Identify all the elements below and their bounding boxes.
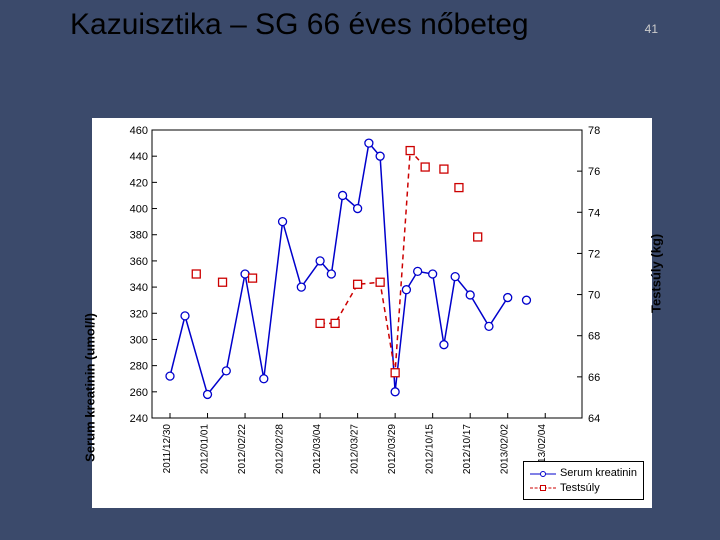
svg-text:2012/03/29: 2012/03/29 <box>387 424 398 474</box>
svg-text:76: 76 <box>588 166 600 178</box>
svg-text:340: 340 <box>130 282 148 294</box>
svg-text:66: 66 <box>588 372 600 384</box>
svg-text:380: 380 <box>130 230 148 242</box>
legend-item: Testsúly <box>530 481 637 495</box>
svg-text:68: 68 <box>588 331 600 343</box>
slide-title: Kazuisztika – SG 66 éves nőbeteg <box>70 6 529 44</box>
svg-text:360: 360 <box>130 256 148 268</box>
svg-text:320: 320 <box>130 308 148 320</box>
legend-label: Testsúly <box>560 481 600 495</box>
page-number: 41 <box>645 22 658 36</box>
svg-text:420: 420 <box>130 177 148 189</box>
svg-text:460: 460 <box>130 125 148 137</box>
svg-text:260: 260 <box>130 387 148 399</box>
chart-container: Serum kreatinin (umol/l) Testsúly (kg) 2… <box>92 118 652 508</box>
svg-text:64: 64 <box>588 413 600 425</box>
svg-text:2012/10/15: 2012/10/15 <box>425 424 436 474</box>
svg-text:74: 74 <box>588 207 600 219</box>
svg-text:400: 400 <box>130 204 148 216</box>
svg-text:2012/02/22: 2012/02/22 <box>237 424 248 474</box>
legend-swatch <box>530 483 556 493</box>
legend-item: Serum kreatinin <box>530 466 637 480</box>
legend-label: Serum kreatinin <box>560 466 637 480</box>
y-axis-left-label: Serum kreatinin (umol/l) <box>83 313 98 462</box>
svg-text:2011/12/30: 2011/12/30 <box>162 424 173 474</box>
svg-text:2012/03/04: 2012/03/04 <box>312 424 323 474</box>
legend: Serum kreatininTestsúly <box>523 461 644 500</box>
svg-text:2012/02/28: 2012/02/28 <box>275 424 286 474</box>
svg-text:2012/03/27: 2012/03/27 <box>350 424 361 474</box>
svg-text:440: 440 <box>130 151 148 163</box>
svg-text:300: 300 <box>130 334 148 346</box>
legend-swatch <box>530 469 556 479</box>
svg-text:72: 72 <box>588 248 600 260</box>
slide: Kazuisztika – SG 66 éves nőbeteg 41 Seru… <box>0 0 720 540</box>
svg-text:280: 280 <box>130 361 148 373</box>
svg-text:2012/10/17: 2012/10/17 <box>462 424 473 474</box>
chart-svg: 240 260 280 300 320 340 360 380 400 420 440 460 64 66… <box>92 118 652 508</box>
y-axis-right-label: Testsúly (kg) <box>649 234 664 313</box>
svg-text:70: 70 <box>588 290 600 302</box>
svg-text:78: 78 <box>588 125 600 137</box>
svg-text:2012/01/01: 2012/01/01 <box>200 424 211 474</box>
svg-text:240: 240 <box>130 413 148 425</box>
svg-text:2013/02/02: 2013/02/02 <box>500 424 511 474</box>
